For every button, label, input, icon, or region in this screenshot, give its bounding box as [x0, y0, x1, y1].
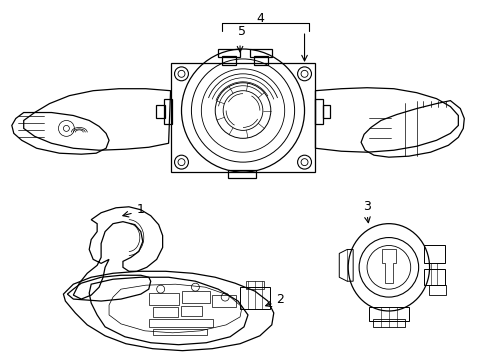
- Bar: [180, 306, 202, 316]
- Bar: [246, 281, 264, 289]
- Bar: [149, 293, 178, 305]
- Bar: [254, 56, 268, 65]
- Text: 5: 5: [238, 24, 246, 38]
- Bar: [171, 63, 316, 172]
- Bar: [323, 105, 330, 118]
- Bar: [149, 319, 213, 327]
- Text: 4: 4: [256, 12, 264, 25]
- Text: 2: 2: [276, 293, 284, 306]
- Bar: [250, 49, 272, 57]
- Bar: [369, 307, 409, 321]
- Bar: [240, 287, 270, 309]
- Bar: [316, 99, 323, 125]
- Bar: [228, 170, 256, 178]
- Bar: [153, 329, 207, 335]
- Bar: [212, 295, 236, 307]
- Bar: [424, 269, 445, 285]
- Text: 3: 3: [363, 200, 371, 213]
- Bar: [156, 105, 165, 118]
- Bar: [164, 99, 171, 125]
- Bar: [373, 319, 405, 327]
- Bar: [222, 56, 236, 65]
- Text: 1: 1: [137, 203, 145, 216]
- Bar: [182, 291, 210, 303]
- Bar: [429, 285, 446, 295]
- Bar: [218, 49, 240, 57]
- Bar: [153, 307, 177, 317]
- Bar: [424, 246, 445, 264]
